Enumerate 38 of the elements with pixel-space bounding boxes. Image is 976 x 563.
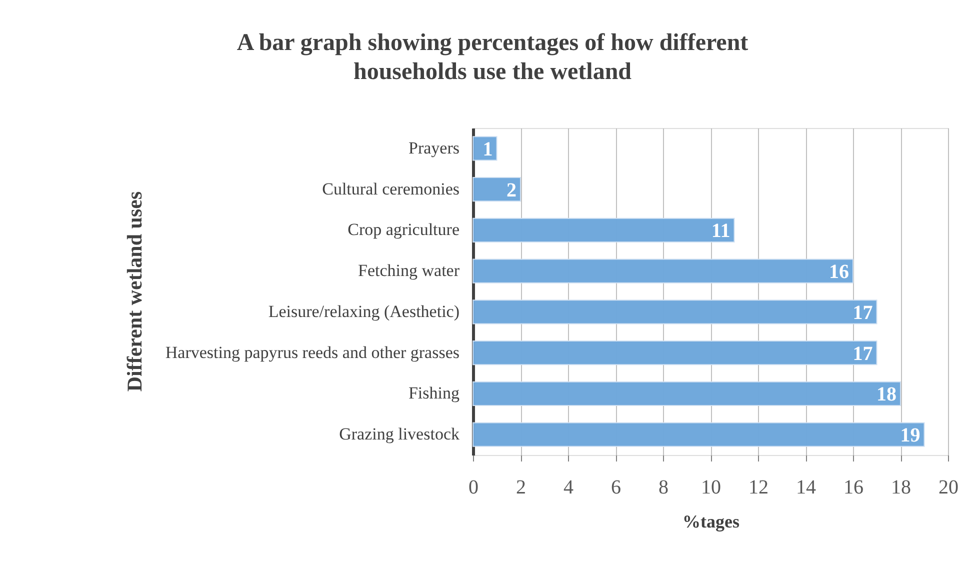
- x-tick-label: 2: [516, 476, 526, 498]
- data-label: 16: [829, 261, 849, 284]
- bar: [472, 176, 521, 202]
- x-tick-label: 12: [748, 476, 768, 498]
- bar: [472, 300, 878, 324]
- bar: [472, 422, 925, 447]
- bar: [472, 381, 901, 406]
- x-tick-label: 4: [564, 476, 574, 498]
- x-tick-label: 6: [611, 476, 621, 498]
- x-tick-label: 16: [844, 476, 864, 498]
- data-label: 2: [506, 179, 516, 202]
- y-tick-label: Fetching water: [358, 261, 460, 280]
- bar: [472, 136, 498, 161]
- x-axis-title: %tages: [682, 512, 740, 532]
- data-label: 1: [482, 138, 493, 160]
- x-tick-label: 8: [658, 476, 668, 498]
- x-tick-label: 0: [468, 476, 478, 498]
- y-tick-label: Fishing: [408, 384, 460, 403]
- bar: [472, 340, 878, 366]
- bar: [472, 218, 735, 243]
- chart-title: A bar graph showing percentages of how different households use the wetland: [236, 30, 748, 85]
- x-tick-label: 10: [701, 476, 721, 498]
- data-label: 19: [900, 424, 920, 447]
- data-label: 18: [876, 384, 896, 406]
- y-axis-title: Different wetland uses: [122, 191, 147, 392]
- x-tick-label: 20: [938, 476, 958, 498]
- y-tick-label: Crop agriculture: [348, 220, 460, 240]
- y-tick-label: Harvesting papyrus reeds and other grasses: [165, 342, 460, 362]
- y-tick-label: Leisure/relaxing (Aesthetic): [268, 302, 460, 321]
- x-tick-label: 18: [891, 476, 911, 498]
- data-label: 11: [711, 220, 730, 242]
- y-tick-label: Cultural ceremonies: [322, 179, 460, 198]
- x-tick-label: 14: [796, 476, 816, 498]
- data-label: 17: [852, 342, 873, 365]
- y-tick-label: Grazing livestock: [339, 424, 460, 444]
- data-label: 17: [852, 302, 873, 324]
- y-tick-label: Prayers: [408, 138, 460, 158]
- bar: [472, 258, 854, 284]
